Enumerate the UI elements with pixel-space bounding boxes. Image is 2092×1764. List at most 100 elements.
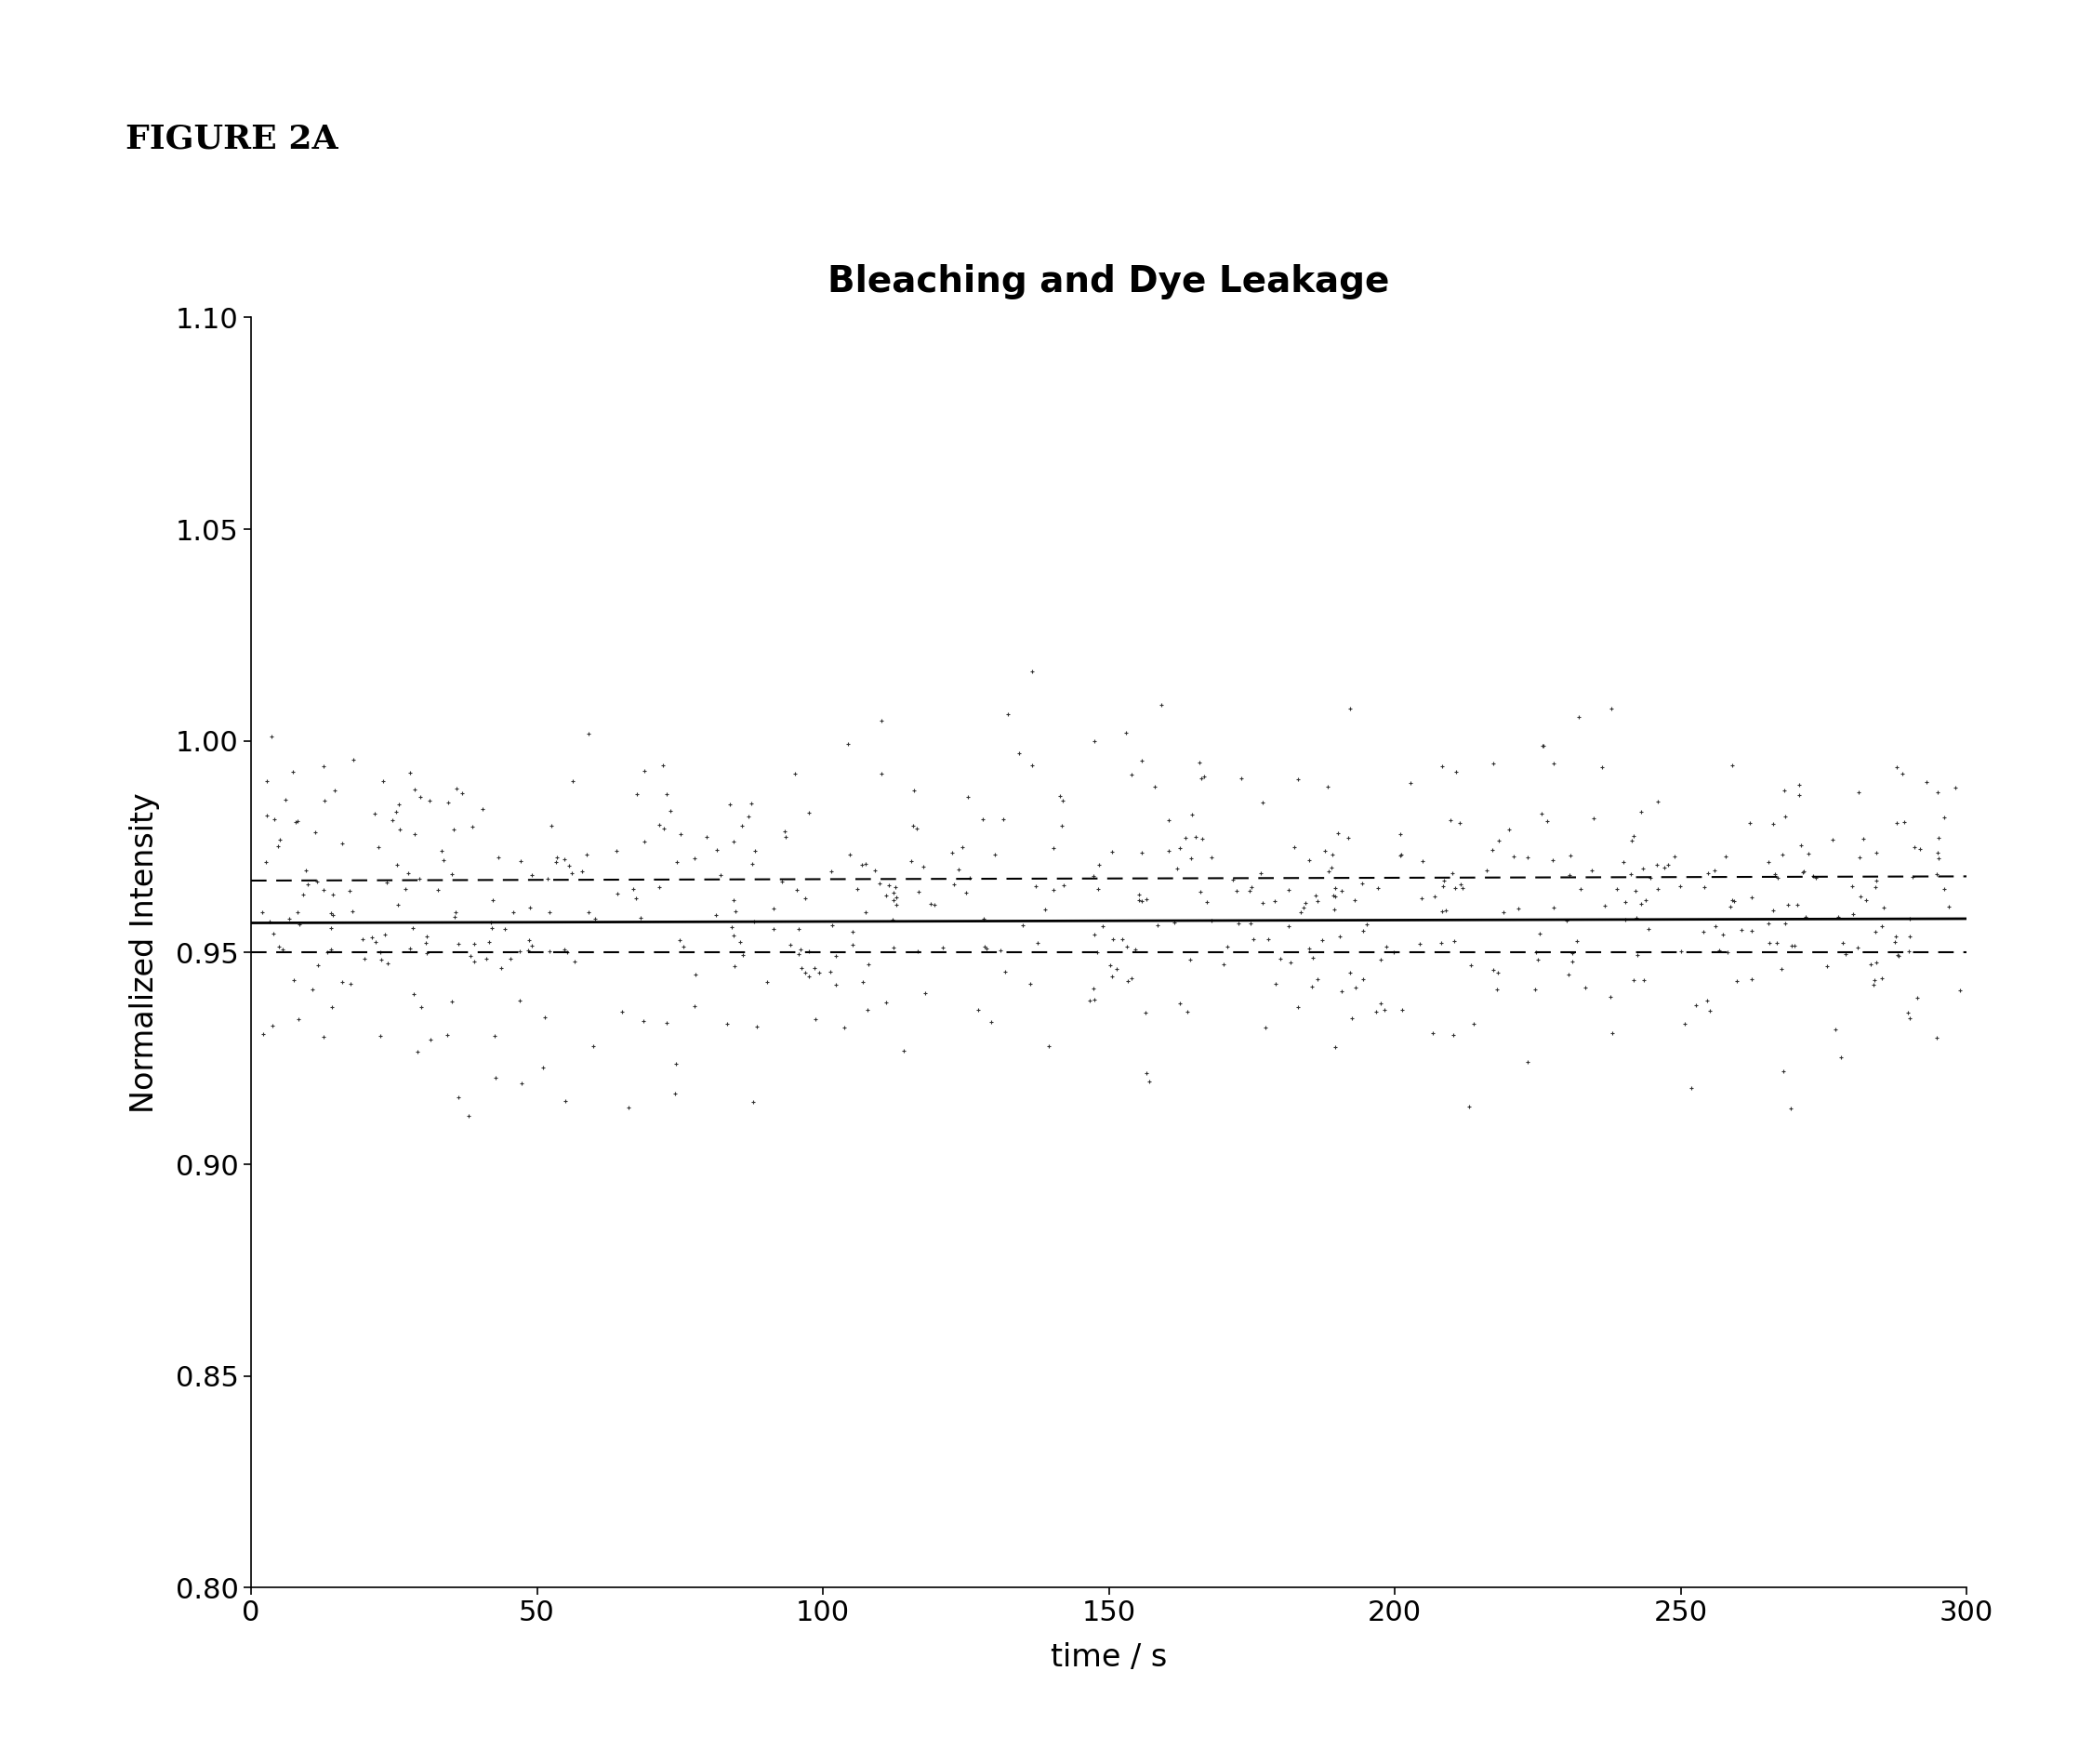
Point [1818,1016,1851,1044]
Point [1711,938,1745,967]
Point [1443,810,1477,838]
Point [1077,727,1111,755]
Point [820,970,854,998]
Point [1437,1021,1471,1050]
Point [837,930,870,958]
Point [1860,917,1893,946]
Point [477,886,510,914]
Point [1552,960,1586,988]
Point [1318,873,1351,901]
Point [1659,841,1692,870]
Point [441,930,475,958]
Point [1339,887,1372,916]
Point [1770,891,1803,919]
Point [826,1013,860,1041]
Point [1849,886,1883,914]
Point [726,942,759,970]
Point [1481,975,1515,1004]
Point [793,937,826,965]
Point [308,877,341,905]
Point [1287,894,1320,923]
Point [1843,843,1877,871]
Point [504,986,538,1014]
Point [1259,970,1293,998]
Point [1002,739,1036,767]
Point [1159,854,1192,882]
Point [816,910,849,938]
Point [851,997,885,1025]
Point [1195,843,1228,871]
Point [992,700,1025,729]
Point [715,912,749,940]
Point [623,903,657,931]
Point [918,891,952,919]
Point [1293,935,1326,963]
Point [766,868,799,896]
Point [439,898,473,926]
Point [789,958,822,986]
Point [1709,841,1743,870]
Point [954,864,987,893]
Point [1418,882,1452,910]
Point [1305,926,1339,954]
Point [291,870,324,898]
Point [770,822,803,850]
Point [1496,843,1529,871]
Point [611,1094,644,1122]
Point [404,993,437,1021]
Point [1174,845,1207,873]
Point [391,859,425,887]
Point [1335,960,1368,988]
Point [1510,843,1544,871]
Point [789,884,822,912]
Point [969,935,1002,963]
Point [1153,836,1186,864]
Point [1073,986,1107,1014]
Point [1778,931,1812,960]
Point [515,931,548,960]
Point [540,843,573,871]
Point [1125,887,1159,916]
Point [1923,824,1956,852]
Point [1835,871,1868,900]
Point [642,811,676,840]
Point [414,787,448,815]
Point [333,877,366,905]
Point [452,1101,485,1129]
Point [1594,983,1628,1011]
Point [1477,956,1510,984]
Point [793,963,826,991]
Point [1029,896,1063,924]
Point [1134,1067,1167,1095]
Point [1245,789,1278,817]
Point [397,820,431,848]
Point [782,916,816,944]
Point [257,919,291,947]
Point [1713,893,1747,921]
Point [1577,804,1611,833]
Point [663,926,697,954]
Point [1648,854,1682,882]
Point [941,856,975,884]
Point [799,1005,833,1034]
Point [906,854,939,882]
Point [308,787,341,815]
Point [841,875,874,903]
Point [799,954,833,983]
Point [379,797,412,826]
Point [477,1021,510,1050]
Title: Bleaching and Dye Leakage: Bleaching and Dye Leakage [828,265,1389,300]
Point [1368,997,1402,1025]
Point [1766,840,1799,868]
Point [1703,937,1736,965]
Point [536,811,569,840]
Point [1075,974,1109,1002]
Point [1707,921,1741,949]
Point [736,850,770,878]
Point [628,757,661,785]
Point [1077,986,1111,1014]
Point [404,783,437,811]
Point [701,836,734,864]
Point [1642,875,1676,903]
Point [504,847,538,875]
